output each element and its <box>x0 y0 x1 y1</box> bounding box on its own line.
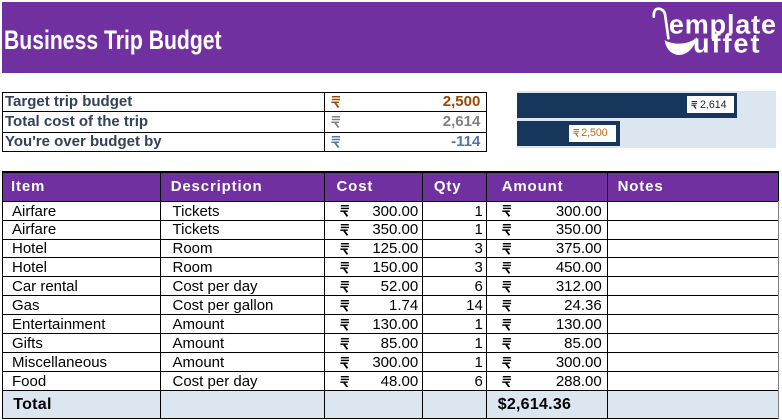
svg-text:uffet: uffet <box>693 29 761 59</box>
svg-text:emplate: emplate <box>669 10 777 40</box>
